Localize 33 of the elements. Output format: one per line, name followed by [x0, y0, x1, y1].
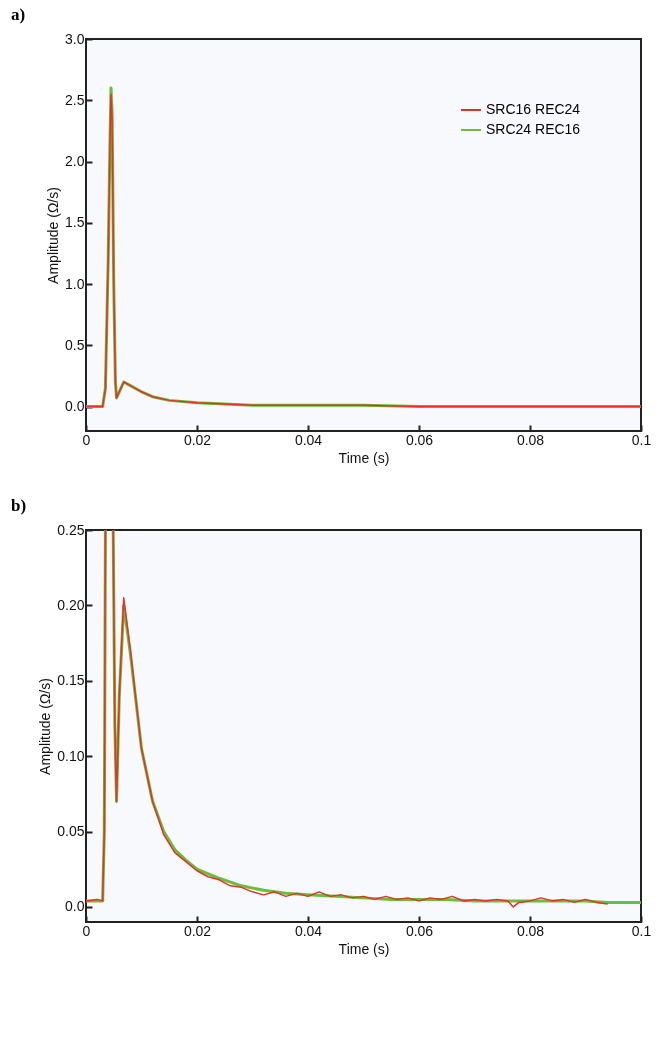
y-tick-label: 2.5 — [65, 91, 85, 108]
y-tick-label: 0.05 — [57, 823, 85, 840]
y-tick-label: 0.25 — [57, 521, 85, 538]
x-tick-label: 0.02 — [183, 431, 212, 448]
x-tick-label: 0.1 — [631, 431, 652, 448]
y-tick-label: 0.15 — [57, 672, 85, 689]
x-tick-label: 0.02 — [183, 922, 212, 939]
x-axis-title: Time (s) — [338, 449, 390, 466]
y-axis-title: Amplitude (Ω/s) — [45, 187, 62, 284]
x-tick-label: 0.08 — [516, 922, 545, 939]
legend-label: SRC16 REC24 — [486, 101, 581, 117]
chart-title: b) — [11, 496, 27, 515]
y-tick-label: 0.10 — [57, 747, 85, 764]
x-tick-label: 0.04 — [294, 922, 323, 939]
x-tick-label: 0.04 — [294, 431, 323, 448]
y-tick-label: 0.20 — [57, 596, 85, 613]
x-axis-title: Time (s) — [338, 940, 390, 957]
x-tick-label: 0 — [82, 922, 91, 939]
y-tick-label: 2.0 — [65, 153, 85, 169]
x-tick-label: 0.1 — [631, 922, 652, 939]
x-tick-label: 0.08 — [516, 431, 545, 448]
y-tick-label: 0.5 — [65, 336, 85, 353]
y-tick-label: 3.0 — [65, 30, 85, 47]
x-tick-label: 0 — [82, 431, 91, 448]
chart-title: a) — [11, 5, 26, 24]
y-tick-label: 0.0 — [65, 398, 85, 414]
x-tick-label: 0.06 — [405, 431, 434, 448]
x-tick-label: 0.06 — [405, 922, 434, 939]
y-tick-label: 1.5 — [65, 214, 85, 231]
y-axis-title: Amplitude (Ω/s) — [37, 678, 54, 775]
y-tick-label: 1.0 — [65, 275, 85, 292]
legend-label: SRC24 REC16 — [486, 121, 581, 137]
y-tick-label: 0.0 — [65, 898, 85, 915]
